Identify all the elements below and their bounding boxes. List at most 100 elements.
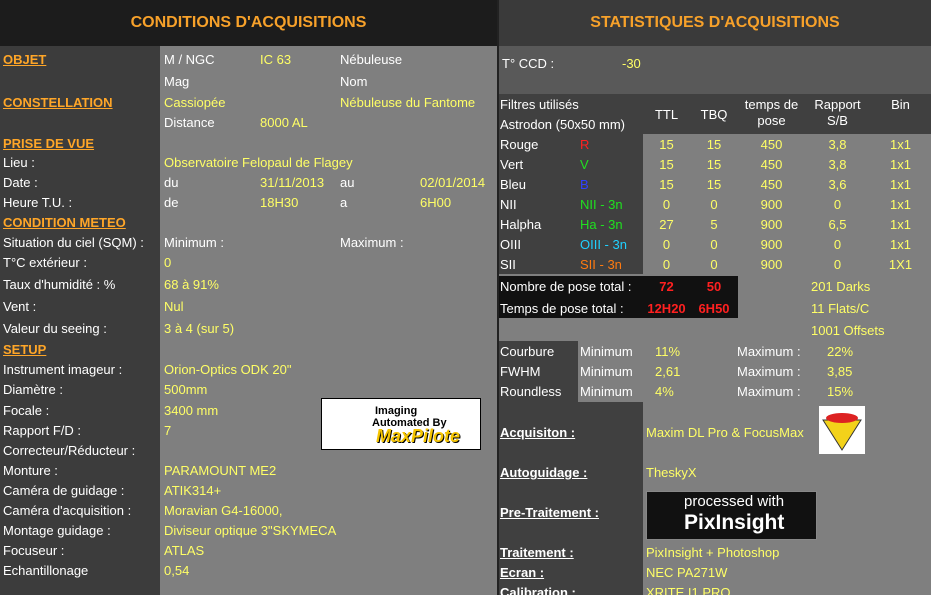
cell-text: -30 (622, 56, 641, 71)
cell-text: Maximum : (737, 364, 801, 379)
cell-text: PixInsight (684, 511, 785, 534)
cell-text: 11% (655, 344, 681, 359)
cell-text: Vent : (3, 299, 37, 314)
cell-text: 0,54 (164, 563, 190, 578)
cell-text: 15 (659, 137, 674, 152)
cell-text: 0 (833, 197, 842, 212)
cell-text: Vert (500, 157, 524, 172)
cell-text: 3400 mm (164, 403, 219, 418)
cell-text: B (580, 177, 589, 192)
cell-text: Echantillonage (3, 563, 89, 578)
cell-text: Automated By (372, 417, 447, 429)
cell-text: NII - 3n (580, 197, 623, 212)
cell-text: Date : (3, 175, 38, 190)
cell-text: Observatoire Felopaul de Flagey (164, 155, 353, 170)
cell-text: 7 (164, 423, 172, 438)
cell-text: 1x1 (890, 157, 911, 172)
cell-text: TBQ (700, 107, 728, 122)
cell-text: TTL (654, 107, 679, 122)
cell-text: 3,6 (828, 177, 847, 192)
cell-text: ATIK314+ (164, 483, 222, 498)
cell-text: a (340, 195, 348, 210)
cell-text: 0 (710, 197, 718, 212)
cell-text: 900 (760, 217, 783, 232)
cell-text: Ha - 3n (580, 217, 623, 232)
cell-text: Distance (164, 115, 215, 130)
filter-head-bg (643, 94, 931, 134)
cell-text: CONDITION METEO (3, 215, 126, 230)
cell-text: T° CCD : (502, 56, 555, 71)
cell-text: 0 (710, 257, 718, 272)
cell-text: NII (500, 197, 517, 212)
pixinsight-logo (646, 491, 817, 540)
cell-text: du (164, 175, 179, 190)
cell-text: OIII (500, 237, 521, 252)
cell-text: 1x1 (890, 177, 911, 192)
cell-text: Mag (164, 74, 190, 89)
cell-text: 3,8 (828, 157, 847, 172)
cell-text: 450 (760, 137, 783, 152)
cell-text: V (580, 157, 589, 172)
divider (497, 0, 499, 595)
cell-text: Nébuleuse du Fantome (340, 95, 476, 110)
cell-text: Nul (164, 299, 184, 314)
cell-text: STATISTIQUES D'ACQUISITIONS (590, 14, 840, 31)
cell-text: Acquisiton : (500, 425, 576, 440)
cell-text: 22% (827, 344, 854, 359)
cell-text: 1x1 (890, 237, 911, 252)
cell-text: 0 (662, 237, 671, 252)
cell-text: 6H50 (698, 301, 730, 316)
cell-text: 0 (662, 197, 671, 212)
cell-text: 15 (706, 177, 722, 192)
cell-text: Bleu (500, 177, 527, 192)
cell-text: au (340, 175, 355, 190)
label-column (0, 46, 160, 595)
maxpilote-logo (321, 398, 481, 450)
cell-text: Cassiopée (164, 95, 226, 110)
cell-text: ATLAS (164, 543, 205, 558)
cell-text: Minimum (580, 344, 633, 359)
cell-text: 1x1 (890, 137, 911, 152)
cell-text: 6,5 (828, 217, 847, 232)
cell-text: temps de pose (744, 97, 799, 128)
cell-text: SII (500, 257, 516, 272)
cell-text: 0 (164, 255, 172, 270)
cell-text: 12H20 (647, 301, 686, 316)
cell-text: 15 (659, 157, 674, 172)
cell-text: Monture : (3, 463, 58, 478)
cell-text: OIII - 3n (580, 237, 627, 252)
cell-text: Focale : (3, 403, 50, 418)
cell-text: 15% (827, 384, 854, 399)
cell-text: Rapport F/D : (3, 423, 82, 438)
cell-text: 5 (710, 217, 718, 232)
cell-text: 201 Darks (811, 279, 871, 294)
cell-text: Minimum (580, 384, 633, 399)
cell-text: Caméra d'acquisition : (3, 503, 132, 518)
cell-text: Rouge (500, 137, 539, 152)
cell-text: PARAMOUNT ME2 (164, 463, 277, 478)
cell-text: Calibration : (500, 585, 576, 595)
cell-text: Imaging (375, 405, 418, 417)
cell-text: Minimum (580, 364, 633, 379)
cell-text: Ecran : (500, 565, 545, 580)
cell-text: 0 (833, 237, 842, 252)
cell-text: 15 (659, 177, 674, 192)
cell-text: Taux d'humidité : % (3, 277, 116, 292)
header-bg (0, 0, 497, 46)
cell-text: processed with (684, 493, 785, 510)
cell-text: Pre-Traitement : (500, 505, 599, 520)
cell-text: 500mm (164, 382, 208, 397)
cell-text: de (164, 195, 179, 210)
cell-text: Lieu : (3, 155, 35, 170)
cell-text: Courbure (500, 344, 555, 359)
cell-text: 50 (706, 279, 722, 294)
cell-text: 3 à 4 (sur 5) (164, 321, 235, 336)
cell-text: Minimum : (164, 235, 224, 250)
filter-label-bg (499, 94, 643, 274)
cell-text: Focuseur : (3, 543, 65, 558)
cell-text: 72 (659, 279, 674, 294)
cell-text: Nom (340, 74, 368, 89)
cell-text: CONDITIONS D'ACQUISITIONS (130, 14, 367, 31)
cell-text: 450 (760, 157, 783, 172)
